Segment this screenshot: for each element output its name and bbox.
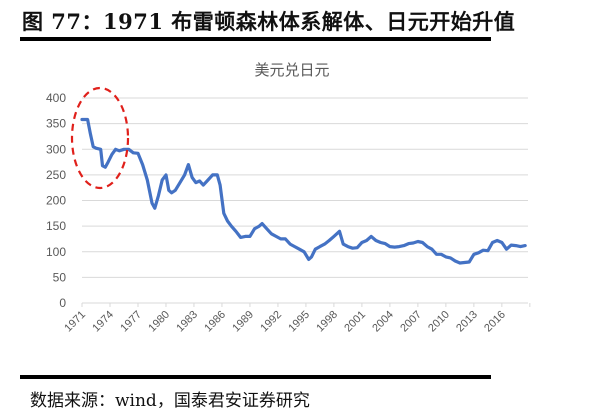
y-tick-label: 300 xyxy=(46,142,66,156)
x-tick-label: 1974 xyxy=(90,309,116,335)
y-tick-label: 150 xyxy=(46,219,66,233)
x-tick-label: 1995 xyxy=(286,309,312,335)
y-axis-labels: 0 50 100 150 200 250 300 350 400 xyxy=(46,91,66,310)
x-tick-label: 1971 xyxy=(62,309,88,335)
x-axis: 1971 1974 1977 1980 1983 1986 1989 1992 1995 1998… xyxy=(62,303,531,335)
title-rule xyxy=(20,37,491,41)
highlight-ellipse xyxy=(70,86,130,190)
x-tick-label: 1986 xyxy=(202,309,228,335)
x-tick-label: 2013 xyxy=(454,309,480,335)
y-tick-label: 200 xyxy=(46,194,66,208)
usd-jpy-line xyxy=(80,117,527,265)
y-tick-label: 100 xyxy=(46,245,66,259)
y-tick-label: 50 xyxy=(53,270,67,284)
x-tick-label: 1992 xyxy=(258,309,284,335)
x-tick-label: 1989 xyxy=(230,309,256,335)
x-tick-label: 2010 xyxy=(426,309,452,335)
figure-title: 图 77：1971 布雷顿森林体系解体、日元开始升值 xyxy=(22,9,516,34)
chart-title: 美元兑日元 xyxy=(254,61,329,79)
x-tick-label: 1980 xyxy=(146,309,172,335)
y-tick-label: 0 xyxy=(59,296,66,310)
y-tick-label: 350 xyxy=(46,117,66,131)
y-tick-label: 400 xyxy=(46,91,66,105)
y-tick-label: 250 xyxy=(46,168,66,182)
gridlines xyxy=(82,97,528,304)
x-tick-label: 2001 xyxy=(342,309,368,335)
source-note: 数据来源：wind，国泰君安证券研究 xyxy=(30,391,310,411)
x-tick-label: 2016 xyxy=(482,309,508,335)
x-tick-label: 2007 xyxy=(398,309,424,335)
x-tick-label: 1983 xyxy=(174,309,200,335)
x-tick-label: 1998 xyxy=(314,309,340,335)
source-rule xyxy=(20,375,491,379)
x-tick-label: 1977 xyxy=(118,309,144,335)
x-tick-label: 2004 xyxy=(370,309,396,335)
